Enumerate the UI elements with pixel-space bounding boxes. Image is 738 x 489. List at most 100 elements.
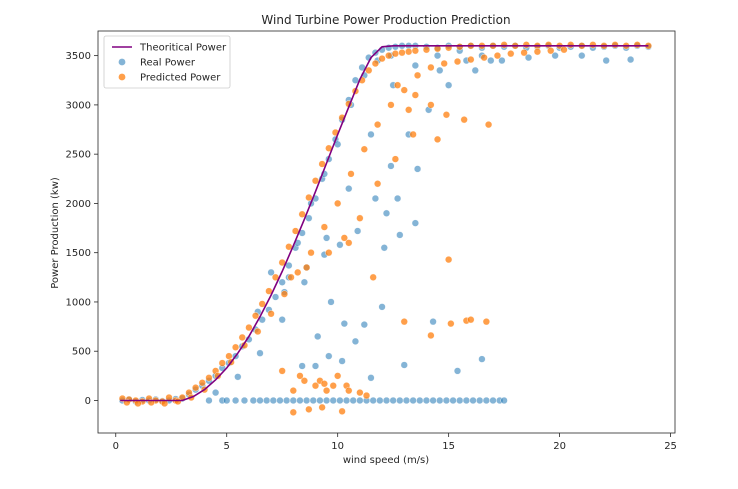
real-power-point (298, 362, 306, 370)
predicted-power-point (484, 121, 493, 129)
real-power-point (278, 278, 286, 286)
predicted-power-point (460, 116, 468, 124)
predicted-power-point (362, 391, 371, 400)
real-power-point (449, 396, 457, 405)
real-power-point (327, 298, 335, 306)
real-power-point (436, 396, 444, 405)
real-power-point (289, 396, 297, 405)
real-power-point (267, 268, 275, 276)
legend: Theoritical Power Real Power Predicted Pow… (103, 35, 231, 89)
real-power-point (400, 361, 408, 369)
predicted-power-point (369, 273, 377, 281)
legend-entry: Real Power (140, 58, 196, 69)
predicted-power-point (405, 106, 413, 114)
predicted-power-point (500, 41, 508, 49)
predicted-power-point (374, 121, 382, 129)
real-power-point (471, 66, 479, 75)
real-power-point (445, 81, 453, 89)
legend-predicted-swatch (118, 73, 126, 81)
real-power-point (256, 349, 264, 357)
real-power-point (240, 396, 249, 405)
real-power-point (356, 396, 364, 405)
real-power-point (271, 293, 280, 301)
real-power-point (256, 396, 264, 405)
real-power-point (578, 52, 586, 60)
real-power-point (367, 130, 375, 139)
legend-real-swatch (118, 58, 126, 66)
predicted-power-point (334, 199, 342, 208)
predicted-power-point (371, 59, 380, 68)
y-tick-label: 3000 (66, 100, 91, 111)
predicted-power-point (378, 54, 386, 63)
real-power-point (378, 303, 386, 311)
predicted-power-point (393, 81, 402, 89)
predicted-power-point (365, 66, 373, 75)
real-power-point (456, 396, 464, 405)
predicted-power-point (589, 41, 597, 49)
real-power-point (489, 396, 497, 405)
predicted-power-point (427, 331, 435, 340)
real-power-point (393, 194, 402, 203)
real-power-point (396, 231, 404, 239)
predicted-power-point (456, 43, 464, 51)
predicted-power-point (296, 372, 304, 380)
real-power-point (336, 396, 344, 405)
y-tick-label: 0 (85, 396, 91, 407)
predicted-power-point (174, 397, 182, 406)
predicted-power-point (391, 155, 399, 163)
legend-entry: Predicted Power (140, 73, 221, 84)
real-power-point (391, 43, 399, 51)
real-power-point (329, 396, 337, 405)
x-tick-label: 10 (331, 441, 344, 452)
chart-title: Wind Turbine Power Production Prediction (261, 13, 510, 27)
legend-entry: Theoritical Power (139, 43, 227, 54)
predicted-power-point (427, 63, 435, 72)
real-power-point (453, 367, 462, 375)
predicted-power-point (347, 170, 355, 178)
y-axis: 0 500 1000 1500 2000 2500 3000 3500 (66, 51, 98, 407)
real-power-point (524, 54, 533, 62)
real-power-point (369, 396, 377, 405)
real-power-point (413, 165, 422, 173)
predicted-power-point (280, 290, 289, 298)
real-power-point (349, 396, 357, 405)
y-axis-label: Power Production (kw) (50, 177, 61, 289)
predicted-power-point (334, 372, 342, 380)
predicted-power-point (305, 193, 313, 202)
predicted-power-point (493, 52, 502, 60)
predicted-power-point (214, 372, 222, 380)
legend-box (103, 35, 231, 89)
real-power-point (387, 162, 395, 170)
predicted-power-point (445, 255, 453, 264)
real-power-point (411, 61, 419, 70)
y-tick-label: 500 (72, 347, 91, 358)
predicted-power-point (360, 145, 368, 153)
predicted-power-point (633, 41, 641, 49)
predicted-power-point (427, 101, 435, 109)
real-power-point (498, 56, 506, 65)
predicted-power-point (325, 249, 333, 257)
real-power-point (212, 389, 220, 397)
predicted-power-point (311, 382, 320, 390)
real-power-point (551, 52, 559, 60)
real-power-point (231, 396, 240, 405)
real-power-point (342, 396, 351, 405)
predicted-power-point (413, 71, 422, 79)
predicted-power-point (289, 387, 297, 395)
x-tick-label: 0 (113, 441, 119, 452)
predicted-power-point (307, 249, 315, 257)
predicted-power-point (298, 210, 306, 218)
theoretical-power-line (120, 45, 649, 402)
real-power-point (283, 396, 291, 405)
real-power-point (627, 55, 635, 64)
real-power-point (367, 374, 375, 382)
predicted-power-point (520, 49, 528, 57)
predicted-power-point (258, 300, 266, 308)
predicted-power-point (467, 55, 475, 64)
predicted-power-point (245, 323, 253, 332)
predicted-power-point (560, 46, 568, 54)
predicted-power-point (385, 52, 393, 60)
real-power-point (322, 234, 331, 242)
predicted-power-point (294, 268, 302, 276)
